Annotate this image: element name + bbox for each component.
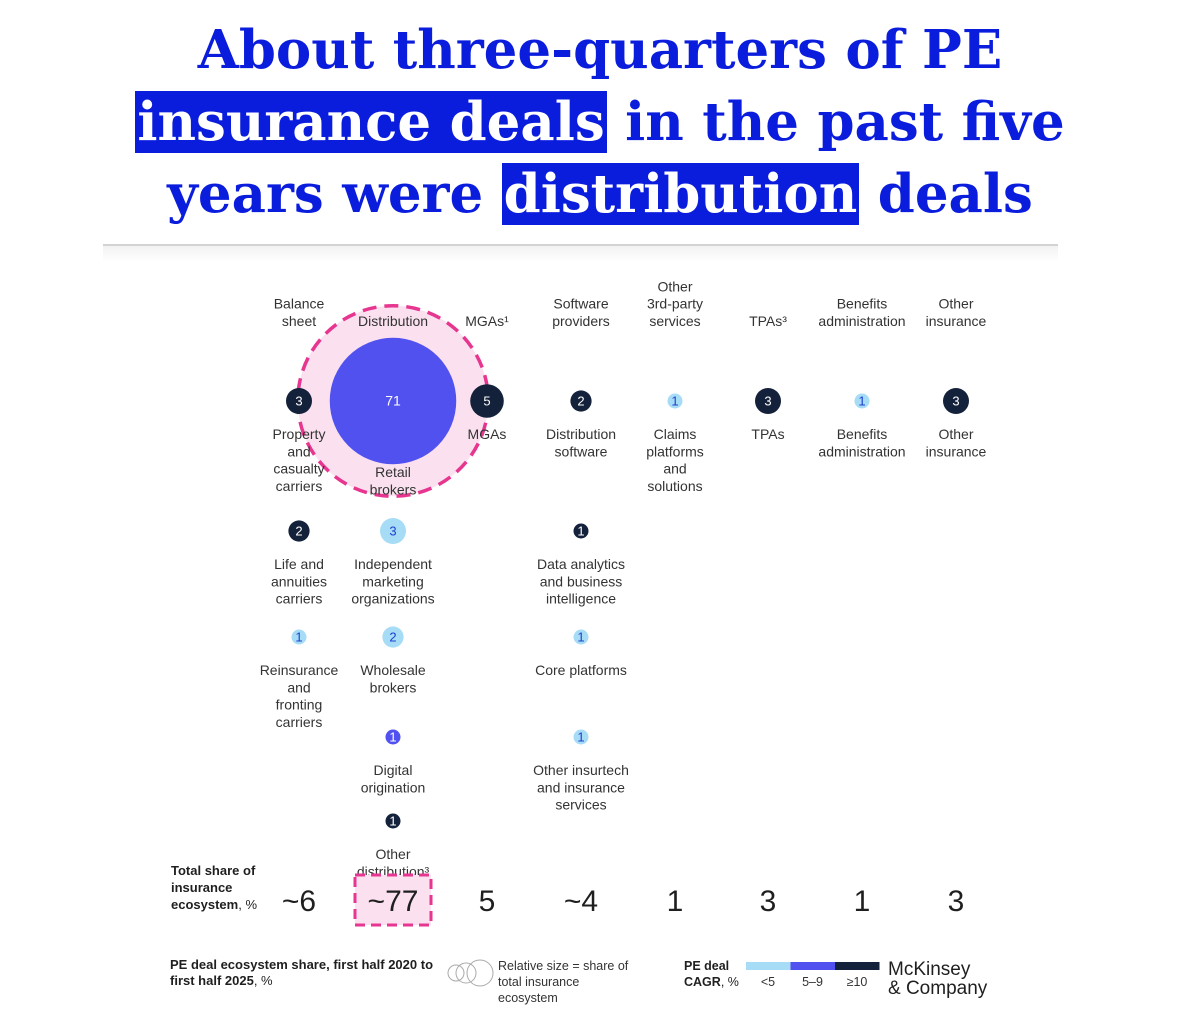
column-header-benefits-administration: Benefits administration	[818, 296, 905, 329]
total-share-value: 1	[667, 885, 684, 918]
column-header-distribution: Distribution	[358, 313, 428, 329]
bubble-value: 3	[295, 394, 302, 409]
total-share-value-distribution: ~77	[368, 885, 419, 918]
bubble-value: 5	[483, 394, 490, 409]
bubble-value: 3	[952, 394, 959, 409]
total-share-label: Total share of insurance ecosystem, %	[171, 863, 257, 912]
cagr-legend-label: ≥10	[847, 975, 868, 989]
bubble-value: 1	[577, 730, 584, 745]
column-header-other-insurance: Other insurance	[926, 296, 987, 329]
bubble-other-insurance	[943, 388, 969, 414]
headline-line-1: About three-quarters of PE	[197, 19, 1003, 81]
bubble-value: 1	[389, 814, 396, 829]
item-label-retail-brokers: Retail brokers	[370, 464, 417, 497]
item-label-other-insurtech-and-insurance-services: Other insurtech and insurance services	[533, 762, 629, 813]
column-header-mgas: MGAs¹	[465, 313, 509, 329]
item-label-reinsurance-and-fronting-carriers: Reinsurance and fronting carriers	[260, 662, 339, 730]
column-header-tpas: TPAs³	[749, 313, 787, 329]
bubble-value: 1	[295, 630, 302, 645]
cagr-legend-swatch	[835, 962, 880, 970]
bubble-value: 2	[577, 394, 584, 409]
cagr-legend-label: <5	[761, 975, 775, 989]
headline-text: years were	[167, 163, 502, 225]
bubble-other-distribution	[385, 813, 401, 829]
bubble-life-and-annuities-carriers	[288, 520, 310, 542]
item-label-property-and-casualty-carriers: Property and casualty carriers	[273, 426, 326, 494]
bubble-tpas	[755, 388, 781, 414]
column-header-software-providers: Software providers	[552, 296, 610, 329]
headline-highlight-distribution: distribution	[501, 163, 860, 225]
bubble-distribution-software	[570, 390, 592, 412]
headline-highlight-insurance-deals: insurance deals	[135, 91, 607, 153]
chart-subtitle-bold: PE deal ecosystem share, first half 2020…	[170, 957, 434, 988]
item-label-benefits-administration: Benefits administration	[818, 426, 905, 459]
bubble-value: 1	[671, 394, 678, 409]
mckinsey-logo: McKinsey	[888, 959, 971, 980]
item-label-distribution-software: Distribution software	[546, 426, 616, 459]
bubble-value: 1	[577, 524, 584, 539]
total-share-value: ~6	[282, 885, 316, 918]
mckinsey-logo: & Company	[888, 978, 988, 999]
total-share-value: 3	[760, 885, 777, 918]
bubble-core-platforms	[573, 629, 589, 645]
item-label-life-and-annuities-carriers: Life and annuities carriers	[271, 556, 327, 607]
total-share-value: 5	[479, 885, 496, 918]
bubble-property-and-casualty-carriers	[286, 388, 312, 414]
column-header-other-3rd-party-services: Other 3rd-party services	[647, 278, 703, 329]
bubble-independent-marketing-organizations	[380, 518, 406, 544]
chart-subtitle-unit: , %	[253, 973, 273, 988]
item-label-digital-origination: Digital origination	[361, 762, 426, 795]
headline-text: in the past five	[606, 91, 1065, 153]
item-label-claims-platforms-and-solutions: Claims platforms and solutions	[646, 426, 704, 494]
headline-line-2: insurance deals in the past five	[0, 86, 1200, 158]
divider-shadow	[103, 246, 1058, 262]
bubble-retail-brokers	[329, 337, 457, 465]
size-legend-text: Relative size = share of total insurance e…	[498, 959, 629, 1005]
size-legend-circle	[447, 964, 465, 982]
size-legend-circle	[466, 959, 494, 987]
size-legend-circle	[455, 962, 477, 984]
item-label-tpas: TPAs	[751, 426, 784, 442]
item-label-independent-marketing-organizations: Independent marketing organizations	[351, 556, 434, 607]
headline-text: deals	[859, 163, 1033, 225]
bubble-claims-platforms-and-solutions	[667, 393, 683, 409]
bubble-value: 2	[295, 524, 302, 539]
bubble-value: 1	[389, 730, 396, 745]
cagr-legend-label: 5–9	[802, 975, 823, 989]
highlight-box	[353, 873, 433, 927]
bubble-value: 1	[577, 630, 584, 645]
bubble-value: 3	[389, 524, 396, 539]
item-label-mgas: MGAs	[468, 426, 507, 442]
item-label-other-insurance: Other insurance	[926, 426, 987, 459]
column-header-balance-sheet: Balance sheet	[274, 296, 325, 329]
bubble-reinsurance-and-fronting-carriers	[291, 629, 307, 645]
divider	[103, 244, 1058, 246]
cagr-legend-title: PE deal CAGR, %	[684, 959, 739, 989]
bubble-data-analytics-and-business-intelligence	[573, 523, 589, 539]
total-share-value: 3	[948, 885, 965, 918]
bubble-value: 1	[858, 394, 865, 409]
item-label-wholesale-brokers: Wholesale brokers	[360, 662, 426, 695]
bubble-digital-origination	[385, 729, 401, 745]
bubble-other-insurtech-and-insurance-services	[573, 729, 589, 745]
item-label-data-analytics-and-business-intelligence: Data analytics and business intelligence	[537, 556, 625, 607]
cagr-legend-swatch	[746, 962, 791, 970]
bubble-value: 3	[764, 394, 771, 409]
bubble-mgas	[470, 384, 504, 418]
total-share-value: 1	[854, 885, 871, 918]
headline: About three-quarters of PE insurance dea…	[0, 14, 1200, 230]
bubble-value: 2	[389, 630, 396, 645]
bubble-value: 71	[385, 393, 401, 409]
chart-subtitle: PE deal ecosystem share, first half 2020…	[170, 957, 440, 989]
cagr-legend-swatch	[790, 962, 835, 970]
item-label-core-platforms: Core platforms	[535, 662, 627, 678]
total-share-value: ~4	[564, 885, 598, 918]
headline-line-3: years were distribution deals	[0, 158, 1200, 230]
bubble-benefits-administration	[854, 393, 870, 409]
bubble-wholesale-brokers	[382, 626, 404, 648]
